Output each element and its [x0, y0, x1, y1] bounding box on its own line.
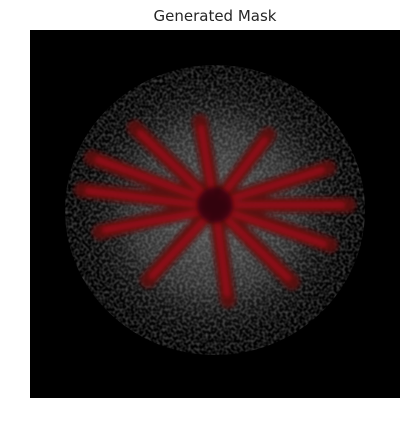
center	[197, 187, 233, 223]
title: Generated Mask	[154, 7, 277, 25]
mask-image	[30, 30, 400, 398]
